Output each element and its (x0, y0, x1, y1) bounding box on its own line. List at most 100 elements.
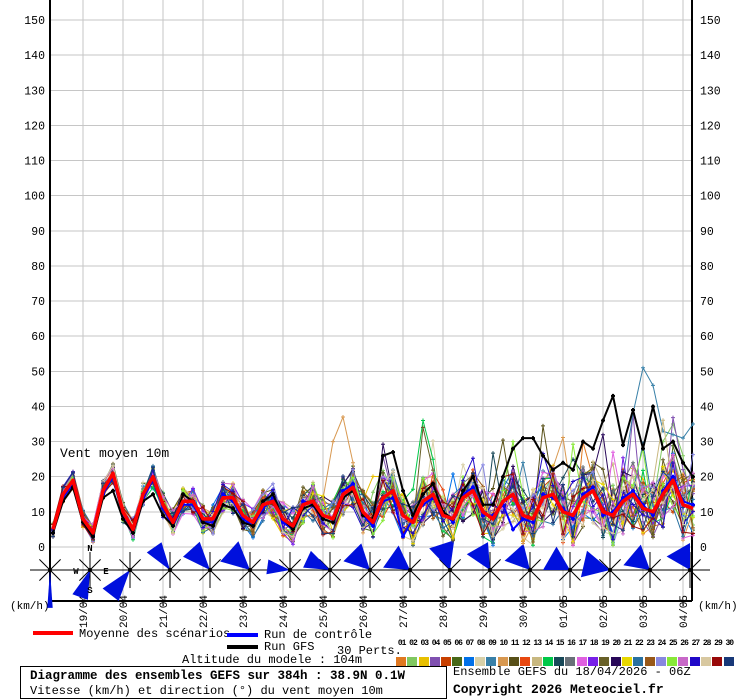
compass-center-dot (408, 568, 412, 572)
x-axis-label: 24/04 (279, 595, 291, 628)
wind-arrow (429, 540, 470, 588)
pert-number: 09 (488, 639, 497, 648)
compass-center-dot (608, 568, 612, 572)
wind-direction-wedge (580, 550, 610, 578)
pert-color-swatch (576, 657, 587, 666)
compass-center-dot (48, 568, 52, 572)
x-axis-label: 29/04 (479, 595, 491, 628)
pert-color-swatch (407, 657, 418, 666)
y-axis-label-left: 20 (31, 472, 45, 485)
x-axis-label: 21/04 (159, 595, 171, 628)
pert-color-swatch (678, 657, 689, 666)
pert-color-swatch (689, 657, 700, 666)
pert-color-swatch (508, 657, 519, 666)
wind-arrow (666, 543, 710, 588)
y-axis-label-right: 0 (700, 542, 707, 555)
y-axis-label-left: 0 (38, 542, 45, 555)
wind-arrow (266, 552, 310, 588)
run-info-label: Ensemble GEFS du 18/04/2026 - 06Z (453, 665, 691, 679)
y-axis-label-right: 30 (700, 437, 714, 450)
pert-color-swatch (644, 657, 655, 666)
y-axis-label-right: 20 (700, 472, 714, 485)
pert-number: 04 (431, 639, 441, 648)
pert-number: 01 (397, 639, 407, 648)
wind-ensemble-chart: 0 0 10 10 20 20 30 30 40 40 50 50 60 60 70 70 80 80 90 90 10… (10, 0, 738, 628)
x-axis-label: 26/04 (359, 595, 371, 628)
y-axis-label-right: 10 (700, 507, 714, 520)
y-axis-label-right: 40 (700, 401, 714, 414)
wind-direction-wedge (429, 540, 455, 570)
wind-direction-wedge (504, 543, 530, 570)
y-axis-label-right: 130 (700, 85, 721, 98)
pert-color-swatch (588, 657, 599, 666)
pert-number: 23 (646, 639, 655, 648)
compass-center-dot (448, 568, 452, 572)
y-axis-label-left: 120 (24, 120, 45, 133)
y-axis-label-right: 120 (700, 120, 721, 133)
wind-direction-wedge (47, 570, 53, 608)
y-axis-label-left: 150 (24, 15, 45, 28)
wind-direction-wedge (666, 543, 690, 570)
y-axis-label-left: 10 (31, 507, 45, 520)
pert-number: 30 (725, 639, 734, 648)
y-axis-label-left: 70 (31, 296, 45, 309)
chart-title: Diagramme des ensembles GEFS sur 384h : … (30, 669, 406, 683)
wind-direction-wedge (102, 570, 130, 601)
compass-center-dot (528, 568, 532, 572)
compass-center-dot (128, 568, 132, 572)
wind-direction-wedge (220, 541, 250, 570)
pert-color-swatch (542, 657, 553, 666)
wind-arrow (146, 542, 190, 588)
wind-arrow (30, 552, 70, 608)
pert-number: 06 (454, 639, 463, 648)
model-altitude-label: Altitude du modele : 104m (182, 653, 363, 667)
x-axis-label: 03/05 (639, 595, 651, 628)
wind-arrow (70, 552, 110, 600)
pert-color-swatch (396, 657, 406, 666)
compass-center-dot (648, 568, 652, 572)
pert-number: 24 (657, 639, 667, 648)
perturbation-colors-row (396, 657, 740, 675)
pert-color-swatch (712, 657, 723, 666)
y-axis-label-left: 130 (24, 85, 45, 98)
pert-number: 03 (420, 639, 429, 648)
pert-color-swatch (621, 657, 632, 666)
y-axis-label-right: 70 (700, 296, 714, 309)
pert-color-swatch (723, 657, 734, 666)
unit-label-left: (km/h) (10, 601, 50, 613)
compass-letter: S (87, 586, 93, 596)
pert-color-swatch (441, 657, 452, 666)
wind-direction-wedge (266, 559, 290, 575)
pert-number: 10 (499, 639, 509, 648)
pert-number: 13 (533, 639, 542, 648)
wind-direction-wedge (466, 542, 490, 570)
pert-color-swatch (554, 657, 565, 666)
wind-direction-wedge (183, 541, 210, 570)
gfs-line-swatch (227, 645, 258, 649)
y-axis-label-left: 80 (31, 261, 45, 274)
pert-color-swatch (701, 657, 712, 666)
y-axis-label-right: 140 (700, 50, 721, 63)
perts-count-label: 30 Perts. (337, 644, 402, 658)
pert-color-swatch (565, 657, 576, 666)
wind-arrow (343, 543, 390, 588)
pert-color-swatch (599, 657, 610, 666)
wind-arrow (303, 550, 350, 588)
wind-arrow (580, 550, 630, 588)
pert-number: 15 (556, 639, 565, 648)
inplot-wind-label: Vent moyen 10m (60, 446, 169, 461)
y-axis-label-left: 50 (31, 366, 45, 379)
wind-direction-wedge (72, 570, 90, 600)
pert-number: 05 (443, 639, 452, 648)
pert-number: 27 (691, 639, 701, 648)
wind-arrow (504, 543, 550, 588)
wind-arrow (543, 546, 590, 588)
wind-arrow (623, 544, 670, 588)
x-axis-label: 28/04 (439, 595, 451, 628)
wind-direction-wedge (343, 543, 370, 570)
y-axis-label-right: 90 (700, 226, 714, 239)
pert-number: 20 (612, 639, 621, 648)
unit-label-right: (km/h) (698, 601, 738, 613)
y-axis-label-right: 50 (700, 366, 714, 379)
pert-number: 29 (714, 639, 723, 648)
